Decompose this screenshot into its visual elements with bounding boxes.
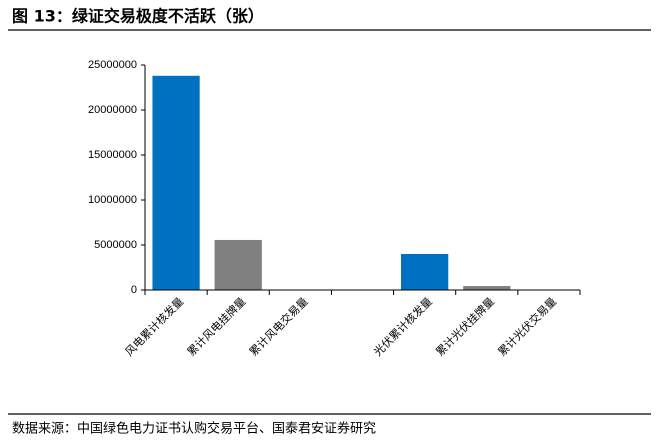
x-tick-label: 累计光伏交易量 [495,294,559,358]
x-tick-label: 风电累计核发量 [122,294,186,358]
bar [401,254,449,290]
x-tick-label: 累计风电挂牌量 [184,294,248,358]
x-tick-label: 累计风电交易量 [246,294,310,358]
bar [463,286,511,290]
y-tick-label: 25000000 [88,59,137,71]
source-note: 数据来源：中国绿色电力证书认购交易平台、国泰君安证券研究 [12,421,376,437]
y-tick-label: 10000000 [88,194,137,206]
y-tick-label: 15000000 [88,149,137,161]
chart-title: 图 13：绿证交易极度不活跃（张） [12,7,264,26]
y-tick-label: 20000000 [88,104,137,116]
bar [152,75,200,290]
x-tick-label: 光伏累计核发量 [371,294,435,358]
bar [214,239,262,290]
y-tick-label: 5000000 [94,239,137,251]
x-tick-label: 累计光伏挂牌量 [433,294,497,358]
y-tick-label: 0 [131,284,137,296]
